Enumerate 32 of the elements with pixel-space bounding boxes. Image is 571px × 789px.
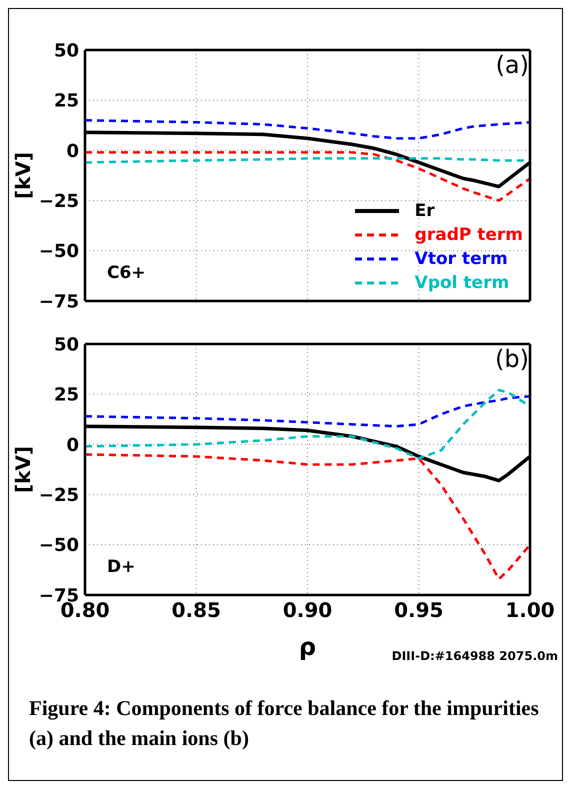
annotation: C6+ [107, 263, 146, 283]
line-series [85, 119, 530, 140]
x-tick-label: 0.95 [394, 598, 444, 622]
caption: Figure 4: Components of force balance for the impurities (a) and the main ions (b) [29, 695, 540, 752]
y-tick-label: −50 [38, 241, 79, 262]
line-series [85, 394, 530, 428]
legend-label: gradP term [414, 225, 523, 245]
legend-label: Vpol term [414, 273, 510, 293]
y-tick-label: 25 [54, 90, 79, 112]
y-axis-title: [kV] [11, 446, 35, 494]
y-axis-title: [kV] [11, 152, 35, 200]
y-tick-label: 50 [54, 334, 79, 356]
y-tick-label: −25 [38, 484, 79, 506]
text: DIII-D:#164988 2075.0m [392, 649, 558, 663]
x-axis-title: ρ [298, 633, 316, 661]
y-tick-label: 25 [54, 384, 79, 406]
x-tick-label: 0.90 [282, 598, 332, 622]
y-tick-label: 0 [66, 434, 79, 456]
line-series [85, 453, 530, 580]
annotation: D+ [107, 557, 136, 577]
y-tick-label: −75 [38, 291, 79, 312]
y-tick-label: 50 [54, 40, 79, 62]
annotation: (a) [496, 51, 529, 79]
legend-label: Vtor term [414, 249, 508, 269]
y-tick-label: 0 [66, 140, 79, 162]
line-series [85, 151, 530, 202]
y-tick-label: −50 [38, 535, 79, 556]
annotation: (b) [495, 345, 529, 373]
x-tick-label: 0.85 [172, 598, 221, 622]
x-tick-label: 1.00 [505, 598, 555, 622]
legend-label: Er [414, 201, 435, 221]
y-tick-label: −25 [38, 190, 79, 212]
